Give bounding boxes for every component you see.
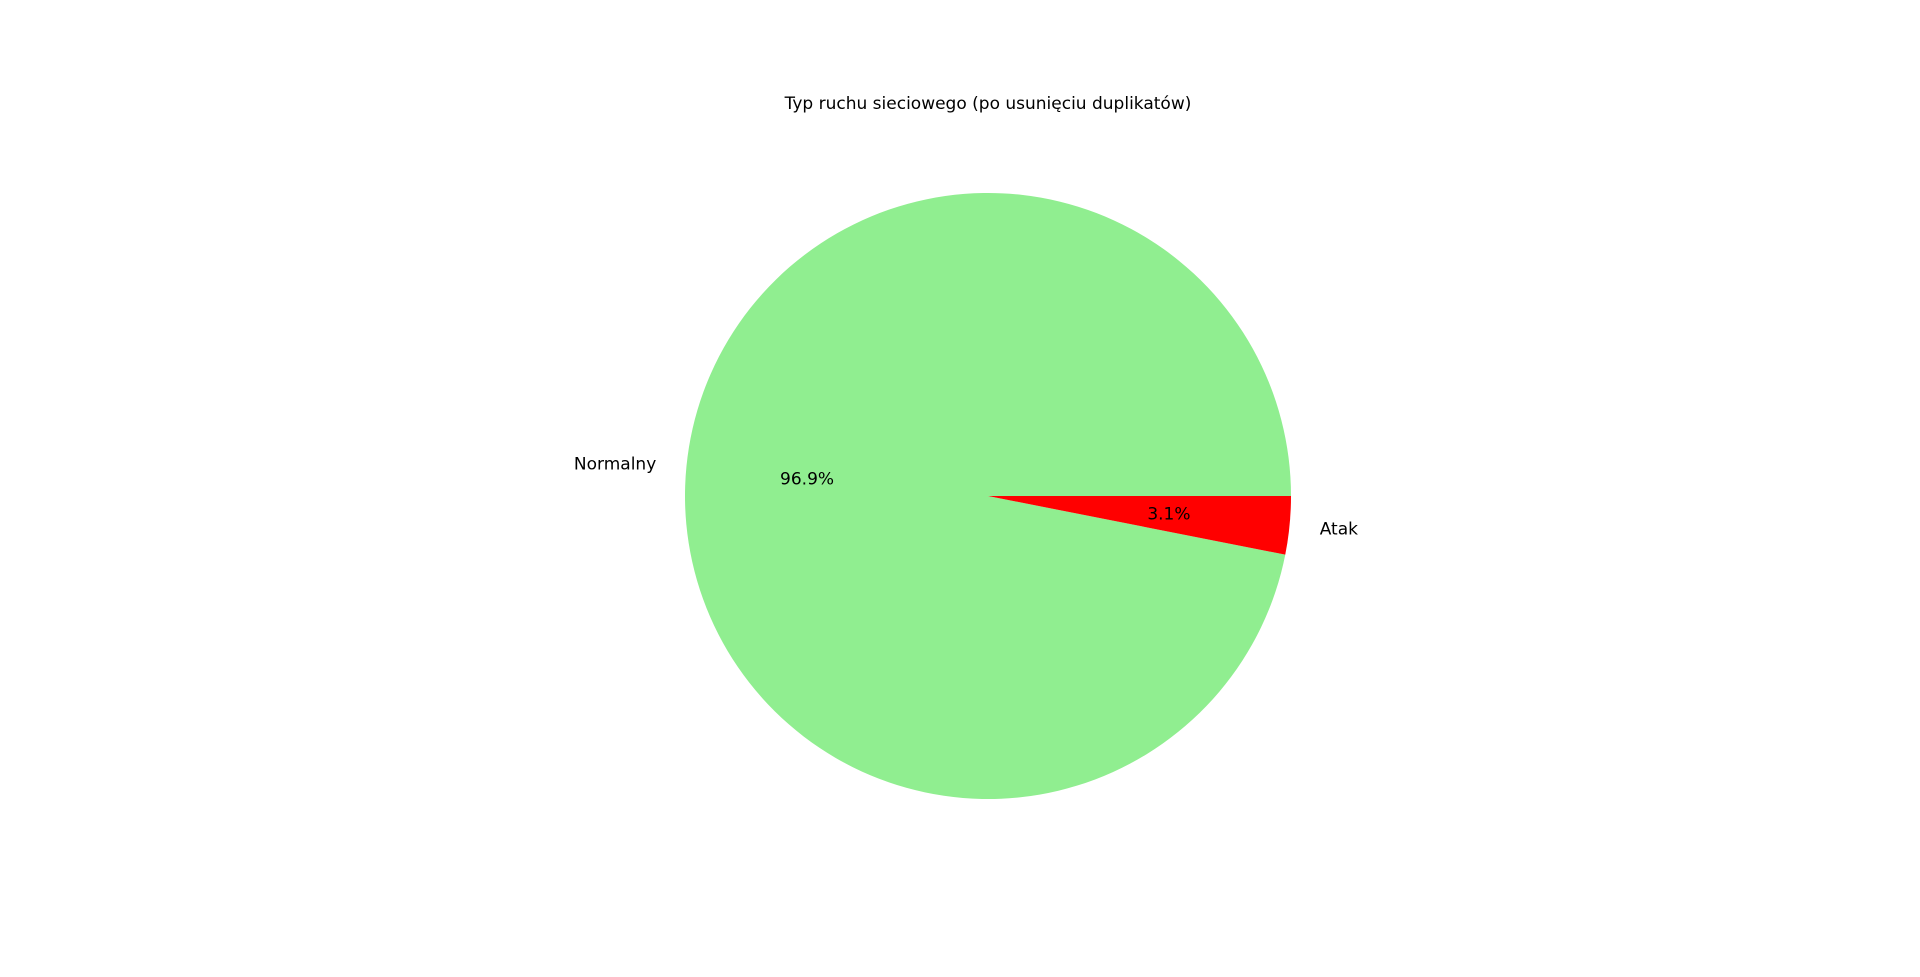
- slice-percent-atak: 3.1%: [1147, 505, 1190, 525]
- pie-slice-normalny: [684, 193, 1291, 800]
- chart-title: Typ ruchu sieciowego (po usunięciu dupli…: [784, 94, 1192, 114]
- pie-labels: Normalny 96.9% Atak 3.1%: [574, 455, 1358, 540]
- pie-slices: [684, 193, 1291, 800]
- pie-slice-atak: [988, 496, 1291, 555]
- slice-label-normalny: Normalny: [574, 455, 656, 475]
- slice-percent-normalny: 96.9%: [780, 469, 834, 489]
- slice-label-atak: Atak: [1320, 519, 1358, 539]
